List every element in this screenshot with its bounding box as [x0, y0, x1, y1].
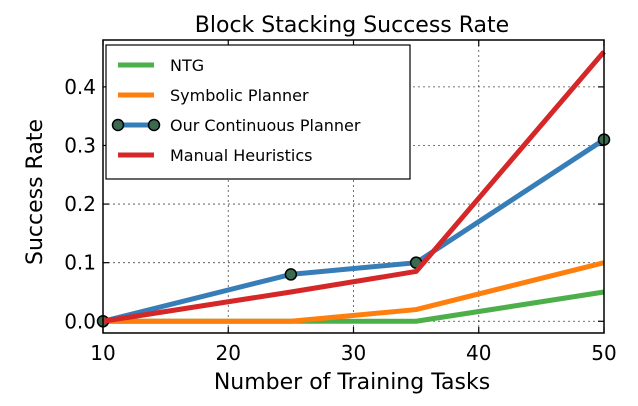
x-tick-label: 50 [591, 341, 616, 365]
y-tick-label: 0.3 [64, 133, 96, 157]
legend-label-symbolic-planner: Symbolic Planner [170, 86, 309, 105]
x-tick-label: 30 [341, 341, 366, 365]
legend-label-manual-heuristics: Manual Heuristics [170, 146, 312, 165]
series-line-symbolic-planner [103, 260, 605, 324]
axis-ticks: 10 20 30 40 50 0.0 0.1 0.2 0.3 0.4 [64, 40, 617, 365]
data-point-our-continuous-planner [284, 268, 298, 281]
y-axis-label: Success Rate [23, 119, 48, 265]
legend-marker-our-continuous-planner [147, 118, 161, 132]
legend-box [105, 44, 411, 180]
legend-marker-our-continuous-planner [111, 118, 125, 132]
chart-title: Block Stacking Success Rate [195, 13, 509, 38]
y-tick-label: 0.1 [64, 251, 96, 275]
series-line-our-continuous-planner [102, 137, 606, 324]
plot-frame [102, 39, 605, 334]
y-tick-label: 0.2 [64, 192, 96, 216]
legend-label-ntg: NTG [170, 56, 204, 75]
x-tick-label: 10 [90, 341, 115, 365]
x-axis-label: Number of Training Tasks [214, 370, 490, 395]
legend-label-our-continuous-planner: Our Continuous Planner [170, 116, 361, 135]
x-tick-label: 20 [216, 341, 241, 365]
series-lines [96, 50, 611, 328]
y-tick-label: 0.0 [64, 309, 96, 333]
x-tick-label: 40 [466, 341, 491, 365]
series-line-manual-heuristics [102, 50, 606, 324]
legend: NTG Symbolic Planner Our Continuous Planne… [105, 44, 411, 180]
y-tick-label: 0.4 [64, 75, 96, 99]
